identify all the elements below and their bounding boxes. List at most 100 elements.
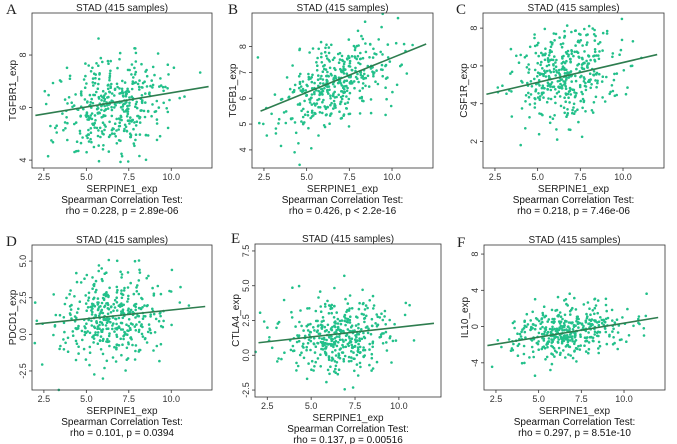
scatter-point: [334, 349, 337, 352]
scatter-point: [370, 369, 373, 372]
scatter-point: [90, 313, 94, 316]
scatter-point: [151, 103, 154, 106]
scatter-point: [317, 296, 320, 299]
scatter-point: [291, 344, 295, 348]
scatter-point: [538, 72, 542, 75]
scatter-point: [158, 312, 162, 315]
scatter-point: [157, 106, 161, 109]
scatter-point: [324, 68, 328, 71]
scatter-point: [319, 305, 323, 308]
scatter-point: [80, 329, 84, 333]
scatter-point: [363, 308, 367, 311]
scatter-point: [331, 82, 335, 86]
scatter-point: [93, 114, 97, 117]
scatter-point: [593, 28, 596, 32]
scatter-point: [134, 51, 138, 55]
scatter-point: [83, 98, 87, 101]
scatter-point: [66, 102, 69, 105]
plot-frame: [251, 12, 434, 169]
scatter-point: [335, 361, 339, 364]
scatter-point: [120, 292, 124, 296]
scatter-point: [144, 101, 147, 104]
scatter-point: [347, 125, 351, 128]
scatter-point: [523, 330, 527, 334]
scatter-point: [310, 93, 314, 96]
scatter-point: [134, 329, 138, 332]
scatter-point: [120, 154, 124, 158]
scatter-point: [124, 125, 128, 129]
scatter-point: [117, 117, 121, 120]
scatter-point: [335, 311, 339, 314]
scatter-point: [608, 92, 611, 96]
scatter-point: [548, 121, 552, 125]
scatter-point: [327, 85, 331, 88]
scatter-point: [97, 64, 100, 67]
scatter-point: [334, 104, 337, 107]
scatter-point: [99, 320, 102, 324]
scatter-point: [350, 68, 354, 72]
scatter-point: [83, 333, 87, 337]
scatter-point: [320, 347, 323, 351]
plot-frame: [482, 12, 665, 169]
scatter-point: [159, 77, 162, 80]
scatter-point: [349, 325, 353, 329]
scatter-point: [140, 101, 144, 105]
scatter-point: [68, 292, 71, 296]
scatter-point: [537, 348, 540, 352]
scatter-point: [53, 324, 57, 327]
scatter-point: [109, 320, 112, 324]
stat-test-label: Spearman Correlation Test:: [61, 417, 183, 428]
scatter-point: [531, 310, 534, 314]
scatter-point: [99, 348, 103, 351]
scatter-point: [321, 316, 325, 319]
scatter-point: [593, 39, 597, 42]
scatter-point: [564, 72, 568, 75]
scatter-point: [380, 312, 383, 316]
scatter-point: [368, 56, 371, 59]
scatter-point: [543, 27, 547, 31]
scatter-point: [554, 309, 557, 312]
scatter-point: [567, 321, 571, 324]
scatter-point: [359, 73, 363, 77]
scatter-point: [306, 110, 310, 114]
scatter-point: [353, 369, 356, 373]
scatter-point: [146, 304, 149, 307]
y-tick-label: 8: [18, 53, 28, 58]
scatter-point: [137, 259, 141, 262]
scatter-point: [327, 51, 331, 55]
scatter-point: [548, 327, 552, 331]
scatter-point: [93, 126, 96, 129]
scatter-point: [50, 139, 53, 142]
scatter-point: [518, 332, 522, 336]
x-tick-label: 10.0: [615, 394, 633, 404]
scatter-point: [338, 110, 341, 113]
scatter-point: [338, 58, 342, 61]
scatter-point: [524, 100, 527, 103]
scatter-point: [94, 333, 97, 337]
scatter-point: [574, 44, 577, 47]
scatter-point: [534, 89, 537, 93]
scatter-point: [159, 84, 163, 87]
scatter-point: [342, 72, 346, 75]
scatter-point: [302, 356, 306, 360]
scatter-point: [579, 333, 582, 337]
scatter-point: [560, 327, 563, 330]
scatter-point: [573, 50, 576, 54]
scatter-point: [570, 80, 573, 83]
scatter-point: [603, 100, 607, 103]
scatter-point: [345, 320, 349, 324]
scatter-point: [555, 58, 558, 62]
panel-title: STAD (415 samples): [296, 3, 388, 14]
panel-title: STAD (415 samples): [527, 3, 619, 14]
scatter-point: [340, 97, 344, 101]
scatter-point: [332, 316, 336, 319]
scatter-point: [55, 131, 58, 134]
scatter-point: [325, 43, 328, 46]
scatter-point: [549, 85, 552, 88]
scatter-point: [101, 96, 104, 99]
scatter-point: [101, 89, 105, 93]
scatter-point: [332, 99, 336, 103]
scatter-point: [343, 88, 346, 91]
scatter-point: [115, 343, 118, 347]
scatter-point: [550, 308, 554, 312]
